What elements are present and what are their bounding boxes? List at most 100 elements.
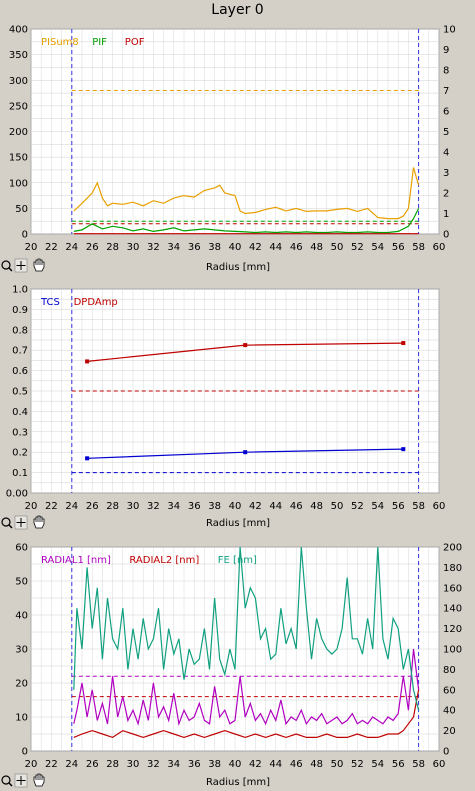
panel-2-xaxis-label: Radius [mm] bbox=[206, 518, 270, 529]
panel-1-ytick-right-label: 0 bbox=[443, 230, 449, 241]
panel-1-ytick-right-label: 4 bbox=[443, 148, 449, 159]
panel-1-xtick-label: 30 bbox=[127, 242, 140, 253]
panel-1-xtick-label: 42 bbox=[249, 242, 262, 253]
panel-3-ytick-label: 20 bbox=[15, 679, 28, 690]
panel-2-ytick-label: 1.0 bbox=[12, 285, 28, 296]
panel-2-xtick-label: 20 bbox=[25, 501, 38, 512]
panel-1-pan-hand-icon[interactable] bbox=[33, 258, 45, 272]
panel-3-xtick-label: 32 bbox=[147, 759, 160, 770]
panel-1-xtick-label: 48 bbox=[310, 242, 323, 253]
panel-3-xtick-label: 30 bbox=[127, 759, 140, 770]
panel-1-ytick-label: 200 bbox=[9, 127, 28, 138]
panel-2-xtick-label: 32 bbox=[147, 501, 160, 512]
panel-2-xtick-label: 26 bbox=[86, 501, 99, 512]
panel-2-xtick-label: 40 bbox=[229, 501, 242, 512]
panel-1-legend-1: PISum8 bbox=[41, 37, 79, 48]
panel-1-xtick-label: 32 bbox=[147, 242, 160, 253]
panel-3-zoom-icon[interactable] bbox=[1, 775, 11, 785]
panel-2-xtick-label: 50 bbox=[331, 501, 344, 512]
panel-1-ytick-label: 400 bbox=[9, 25, 28, 36]
panel-2-xtick-label: 54 bbox=[371, 501, 384, 512]
panel-3-xtick-label: 54 bbox=[371, 759, 384, 770]
panel-1-legend-2: PIF bbox=[92, 37, 107, 48]
panel-2-xtick-label: 28 bbox=[106, 501, 119, 512]
panel-2-series-2-point bbox=[243, 343, 248, 348]
panel-1-zoom-icon[interactable] bbox=[1, 260, 11, 270]
panel-2-zoom-icon[interactable] bbox=[1, 517, 11, 527]
panel-3-xaxis-label: Radius [mm] bbox=[206, 777, 270, 788]
panel-3-legend-1: RADIAL1 [nm] bbox=[41, 555, 111, 566]
panel-2-legend-2: DPDAmp bbox=[74, 297, 118, 308]
panel-1-ytick-label: 350 bbox=[9, 50, 28, 61]
panel-3-ytick-label: 40 bbox=[15, 611, 28, 622]
panel-2-ytick-label: 0.6 bbox=[12, 366, 28, 377]
panel-1-ytick-label: 150 bbox=[9, 153, 28, 164]
panel-1-xtick-label: 52 bbox=[351, 242, 364, 253]
panel-3-ytick-label: 10 bbox=[15, 713, 28, 724]
panel-2-zoom-icon-handle bbox=[8, 524, 13, 529]
panel-3-series-3-line bbox=[73, 546, 420, 711]
panel-3-ytick-right-label: 40 bbox=[443, 706, 456, 717]
panel-1-zoom-icon-handle bbox=[8, 267, 13, 272]
panel-2-xtick-label: 46 bbox=[290, 501, 303, 512]
panel-2-xtick-label: 38 bbox=[208, 501, 221, 512]
panel-3-xtick-label: 38 bbox=[208, 759, 221, 770]
panel-1-xtick-label: 38 bbox=[208, 242, 221, 253]
panel-2-pan-hand-icon[interactable] bbox=[33, 515, 45, 529]
panel-1-ytick-right-label: 3 bbox=[443, 168, 449, 179]
panel-1-ytick-right-label: 10 bbox=[443, 25, 456, 36]
panel-1-xtick-label: 36 bbox=[188, 242, 201, 253]
panel-3-ytick-right-label: 160 bbox=[443, 583, 462, 594]
window-title: Layer 0 bbox=[211, 2, 264, 18]
panel-3-xtick-label: 34 bbox=[167, 759, 180, 770]
panel-2-xtick-label: 30 bbox=[127, 501, 140, 512]
panel-3-ytick-right-label: 20 bbox=[443, 726, 456, 737]
panel-2-legend-1: TCS bbox=[40, 297, 60, 308]
panel-3-xtick-label: 40 bbox=[229, 759, 242, 770]
panel-3-legend-2: RADIAL2 [nm] bbox=[129, 555, 199, 566]
panel-1-legend-3: POF bbox=[125, 37, 145, 48]
panel-3-xtick-label: 50 bbox=[331, 759, 344, 770]
panel-3-ytick-right-label: 60 bbox=[443, 685, 456, 696]
panel-1-ytick-right-label: 9 bbox=[443, 45, 449, 56]
panel-1-ytick-right-label: 2 bbox=[443, 189, 449, 200]
panel-3-series-1-line bbox=[73, 648, 420, 727]
panel-2-ytick-label: 0.8 bbox=[12, 325, 28, 336]
panel-2-xtick-label: 36 bbox=[188, 501, 201, 512]
panel-3-xtick-label: 58 bbox=[412, 759, 425, 770]
panel-1-series-1-line bbox=[73, 167, 420, 220]
panel-2-ytick-label: 0.5 bbox=[12, 387, 28, 398]
panel-1-ytick-right-label: 7 bbox=[443, 86, 449, 97]
panel-3-ytick-right-label: 80 bbox=[443, 665, 456, 676]
panel-3-ytick-right-label: 0 bbox=[443, 747, 449, 758]
panel-3-ytick-label: 0 bbox=[22, 747, 28, 758]
panel-1-xaxis-label: Radius [mm] bbox=[206, 262, 270, 273]
panel-3-pan-hand-icon[interactable] bbox=[33, 773, 45, 787]
panel-1-ytick-right-label: 5 bbox=[443, 127, 449, 138]
panel-2-xtick-label: 52 bbox=[351, 501, 364, 512]
panel-3-xtick-label: 44 bbox=[269, 759, 282, 770]
panel-2-series-1-point bbox=[401, 447, 406, 452]
panel-1-ytick-label: 0 bbox=[22, 230, 28, 241]
panel-1-xtick-label: 44 bbox=[269, 242, 282, 253]
panel-2-xtick-label: 44 bbox=[269, 501, 282, 512]
panel-3-xtick-label: 20 bbox=[25, 759, 38, 770]
panel-1-ytick-right-label: 8 bbox=[443, 66, 449, 77]
panel-3-ytick-right-label: 140 bbox=[443, 604, 462, 615]
panel-1-ytick-label: 250 bbox=[9, 101, 28, 112]
panel-3-xtick-label: 26 bbox=[86, 759, 99, 770]
panel-2-xtick-label: 24 bbox=[65, 501, 78, 512]
panel-3-zoom-icon-handle bbox=[8, 782, 13, 787]
panel-2-ytick-label: 0.7 bbox=[12, 346, 28, 357]
panel-2-xtick-label: 48 bbox=[310, 501, 323, 512]
panel-2-ytick-label: 0.9 bbox=[12, 305, 28, 316]
panel-3-xtick-label: 60 bbox=[433, 759, 446, 770]
panel-2-ytick-label: 0.00 bbox=[6, 489, 28, 500]
panel-1-ytick-label: 50 bbox=[15, 204, 28, 215]
panel-3-series-2-line bbox=[73, 689, 420, 739]
panel-3-ytick-right-label: 180 bbox=[443, 563, 462, 574]
panel-2-series-2-point bbox=[85, 359, 90, 364]
panel-3-ytick-label: 50 bbox=[15, 577, 28, 588]
panel-3-xtick-label: 42 bbox=[249, 759, 262, 770]
